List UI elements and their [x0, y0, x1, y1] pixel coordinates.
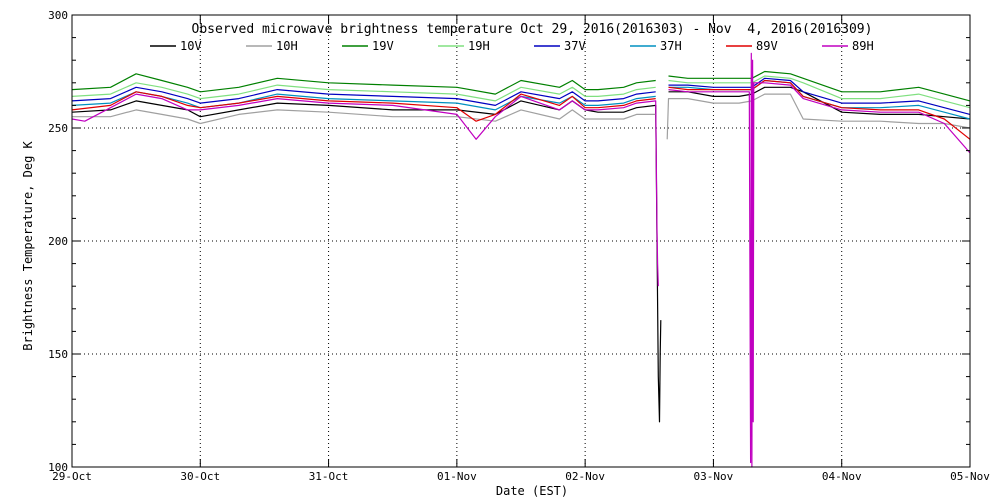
chart-title: Observed microwave brightness temperatur…	[192, 22, 873, 37]
y-tick-label: 200	[48, 235, 68, 248]
x-tick-label: 04-Nov	[822, 470, 862, 483]
y-tick-label: 150	[48, 348, 68, 361]
legend: 10V 10H 19V 19H 37V 37H 89V 89H	[150, 39, 874, 53]
y-tick-label: 100	[48, 461, 68, 474]
series-line-10H	[72, 93, 971, 140]
legend-label-37V: 37V	[564, 39, 586, 53]
legend-label-89H: 89H	[852, 39, 874, 53]
x-tick-label: 01-Nov	[437, 470, 477, 483]
x-tick-label: 30-Oct	[180, 470, 220, 483]
x-axis-label: Date (EST)	[496, 484, 568, 498]
series-line-19H	[71, 75, 971, 109]
axis-ticks	[71, 14, 971, 468]
y-tick-label: 300	[48, 9, 68, 22]
series-line-19V	[71, 70, 971, 102]
series-line-37V	[71, 77, 971, 115]
legend-label-89V: 89V	[756, 39, 778, 53]
grid-lines	[72, 15, 970, 467]
legend-label-10V: 10V	[180, 39, 202, 53]
x-tick-label: 02-Nov	[565, 470, 605, 483]
legend-label-10H: 10H	[276, 39, 298, 53]
x-tick-label: 05-Nov	[950, 470, 990, 483]
x-tick-label: 29-Oct	[52, 470, 92, 483]
x-tick-label: 31-Oct	[309, 470, 349, 483]
y-tick-label: 250	[48, 122, 68, 135]
y-axis-label: Brightness Temperature, Deg K	[21, 140, 35, 350]
x-tick-label: 03-Nov	[694, 470, 734, 483]
legend-label-19H: 19H	[468, 39, 490, 53]
series-line-89V	[71, 79, 971, 140]
legend-label-19V: 19V	[372, 39, 394, 53]
axis-tick-labels: 29-Oct 30-Oct 31-Oct 01-Nov 02-Nov 03-Nov 04-N…	[48, 9, 990, 483]
legend-label-37H: 37H	[660, 39, 682, 53]
series-line-89H	[71, 52, 971, 468]
series-lines	[71, 52, 971, 468]
